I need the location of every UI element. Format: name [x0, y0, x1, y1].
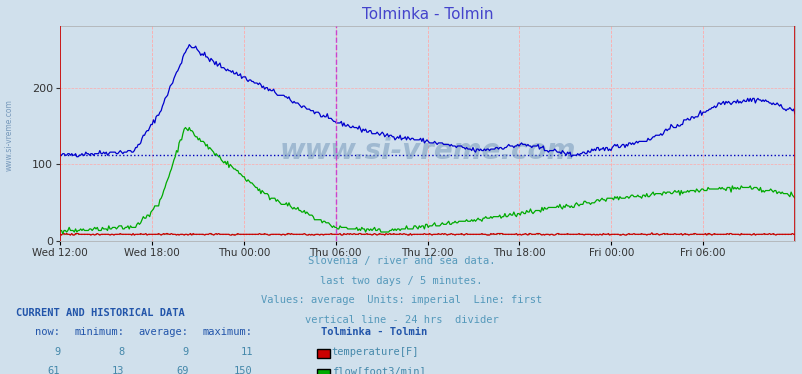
- Text: last two days / 5 minutes.: last two days / 5 minutes.: [320, 276, 482, 286]
- Text: average:: average:: [139, 328, 188, 337]
- Text: temperature[F]: temperature[F]: [331, 347, 419, 357]
- Text: maximum:: maximum:: [203, 328, 253, 337]
- Title: Tolminka - Tolmin: Tolminka - Tolmin: [362, 7, 492, 22]
- Text: Slovenia / river and sea data.: Slovenia / river and sea data.: [307, 256, 495, 266]
- Text: minimum:: minimum:: [75, 328, 124, 337]
- Text: 8: 8: [118, 347, 124, 357]
- Text: flow[foot3/min]: flow[foot3/min]: [331, 367, 425, 374]
- Text: 69: 69: [176, 367, 188, 374]
- Text: 13: 13: [111, 367, 124, 374]
- Text: 9: 9: [54, 347, 60, 357]
- Text: vertical line - 24 hrs  divider: vertical line - 24 hrs divider: [304, 315, 498, 325]
- Text: Values: average  Units: imperial  Line: first: Values: average Units: imperial Line: fi…: [261, 295, 541, 305]
- Text: 150: 150: [234, 367, 253, 374]
- Text: CURRENT AND HISTORICAL DATA: CURRENT AND HISTORICAL DATA: [16, 308, 184, 318]
- Text: 61: 61: [47, 367, 60, 374]
- Text: 11: 11: [240, 347, 253, 357]
- Text: www.si-vreme.com: www.si-vreme.com: [5, 99, 14, 171]
- Text: now:: now:: [35, 328, 60, 337]
- Text: Tolminka - Tolmin: Tolminka - Tolmin: [321, 328, 427, 337]
- Text: www.si-vreme.com: www.si-vreme.com: [279, 137, 575, 165]
- Text: 9: 9: [182, 347, 188, 357]
